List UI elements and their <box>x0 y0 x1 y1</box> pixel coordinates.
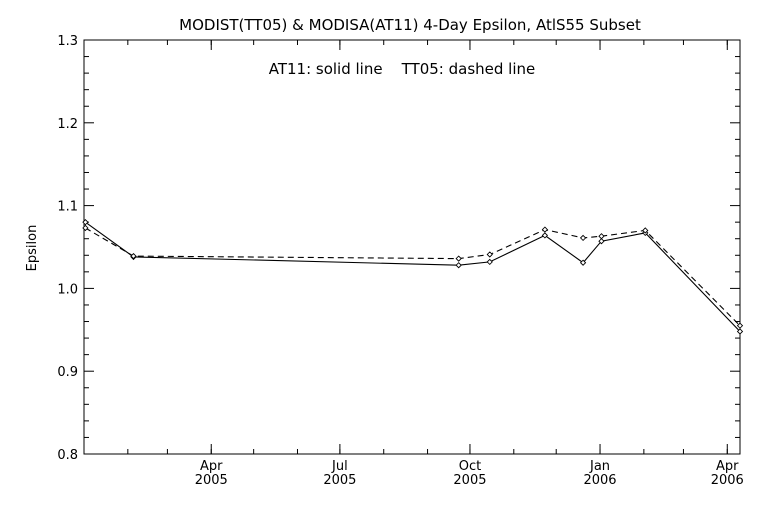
series-line-dashed <box>85 227 741 327</box>
x-tick-year: 2005 <box>195 473 228 488</box>
x-tick-month: Jan <box>589 459 610 474</box>
x-tick-year: 2006 <box>583 473 616 488</box>
y-tick-label: 1.3 <box>57 34 78 49</box>
x-tick-month: Apr <box>716 459 739 474</box>
data-point <box>455 255 462 262</box>
data-point <box>642 227 649 234</box>
y-tick-label: 1.2 <box>57 117 78 132</box>
data-point <box>82 224 89 232</box>
legend-annotation: AT11: solid line TT05: dashed line <box>269 60 536 78</box>
data-point <box>541 226 549 233</box>
y-tick-label: 0.8 <box>57 448 78 463</box>
plot-frame <box>83 39 741 455</box>
data-point <box>486 251 493 258</box>
data-point <box>486 258 493 266</box>
data-point <box>130 252 137 260</box>
series-line-solid <box>85 221 741 332</box>
series-group <box>82 219 744 335</box>
data-point <box>82 219 89 226</box>
y-tick-label: 0.9 <box>57 365 78 380</box>
x-tick-year: 2005 <box>453 473 486 488</box>
x-tick-month: Oct <box>459 459 481 474</box>
data-point <box>598 238 605 245</box>
x-tick-month: Apr <box>200 459 223 474</box>
y-axis-label: Epsilon <box>25 225 40 272</box>
y-tick-label: 1.0 <box>57 282 78 297</box>
chart-title: MODIST(TT05) & MODISA(AT11) 4-Day Epsilo… <box>179 16 641 34</box>
data-point <box>579 234 587 242</box>
data-point <box>541 232 549 239</box>
x-tick-year: 2006 <box>711 473 744 488</box>
y-tick-label: 1.1 <box>57 200 78 215</box>
y-axis: 0.8 0.9 1.0 1.1 1.2 1.3 <box>57 34 740 463</box>
data-point <box>579 259 587 266</box>
data-point <box>598 233 605 240</box>
data-point <box>736 328 744 335</box>
data-point <box>736 322 744 329</box>
x-tick-year: 2005 <box>323 473 356 488</box>
data-point <box>455 262 462 269</box>
x-tick-month: Jul <box>331 459 348 474</box>
